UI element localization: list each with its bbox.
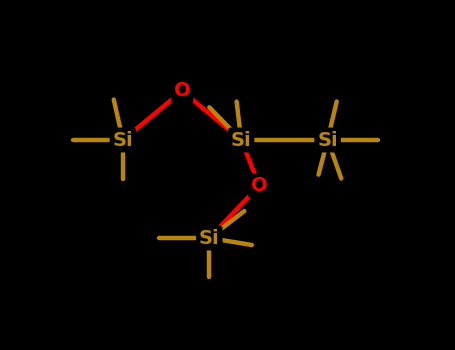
Text: O: O — [251, 176, 268, 195]
Text: Si: Si — [112, 131, 133, 149]
Text: Si: Si — [199, 229, 220, 247]
Text: Si: Si — [317, 131, 338, 149]
Text: Si: Si — [231, 131, 252, 149]
Text: O: O — [174, 82, 190, 100]
